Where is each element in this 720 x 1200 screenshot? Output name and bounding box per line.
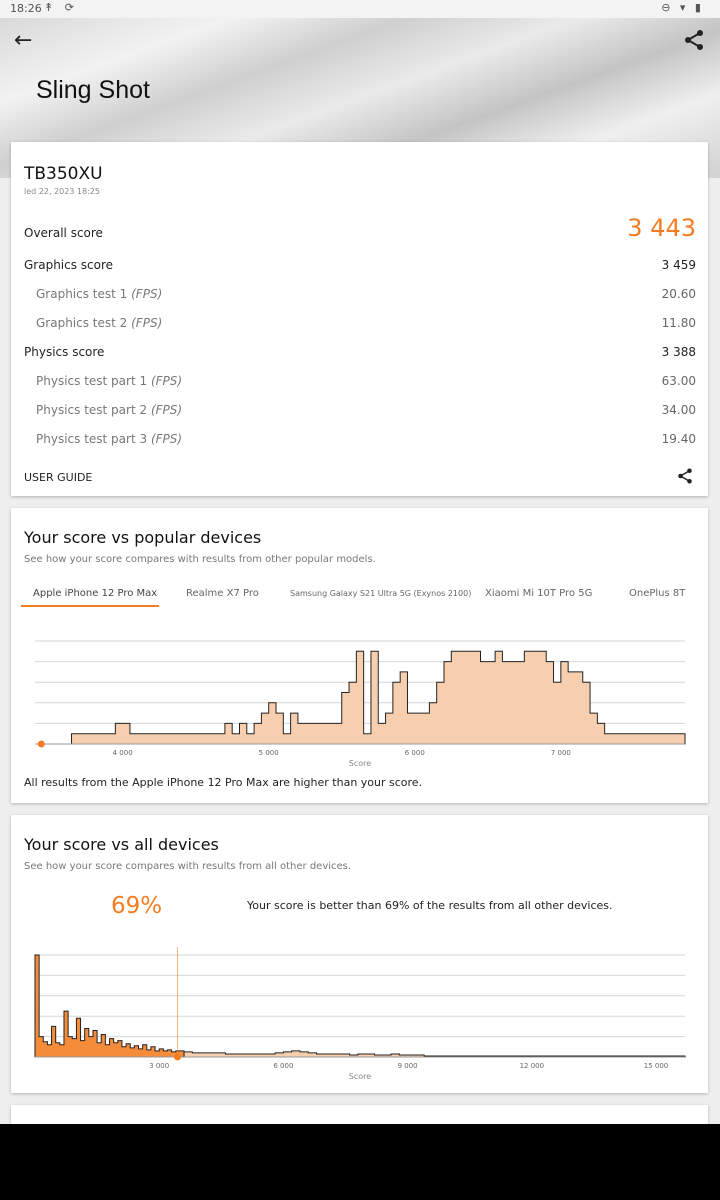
overall-score-row: Overall score 3 443: [24, 214, 696, 244]
x-tick-label: 3 000: [149, 1062, 169, 1070]
physics-test-3-label: Physics test part 3: [36, 432, 151, 446]
popular-devices-title: Your score vs popular devices: [24, 528, 262, 547]
graphics-test-2-value: 11.80: [661, 316, 696, 330]
tab-samsung-galaxy-s21-ultra[interactable]: Samsung Galaxy S21 Ultra 5G (Exynos 2100…: [290, 589, 472, 598]
physics-test-2-label: Physics test part 2: [36, 403, 151, 417]
x-tick-label: 5 000: [259, 749, 279, 757]
result-date: led 22, 2023 18:25: [24, 187, 100, 196]
all-devices-subtitle: See how your score compares with results…: [24, 861, 352, 872]
physics-test-3-row: Physics test part 3 (FPS) 19.40: [24, 432, 696, 450]
graphics-score-label: Graphics score: [24, 258, 114, 272]
x-tick-label: 12 000: [520, 1062, 545, 1070]
x-tick-label: 15 000: [644, 1062, 669, 1070]
physics-score-label: Physics score: [24, 345, 105, 359]
active-tab-indicator: [21, 605, 159, 607]
percentile-value: 69%: [111, 893, 163, 919]
physics-test-1-label: Physics test part 1: [36, 374, 151, 388]
result-card: TB350XU led 22, 2023 18:25 Overall score…: [11, 142, 708, 496]
arrow-left-icon[interactable]: ←: [14, 28, 33, 53]
overall-score-label: Overall score: [24, 226, 103, 240]
physics-test-2-unit: (FPS): [150, 403, 183, 417]
page-title: Sling Shot: [36, 76, 150, 104]
x-tick-label: 7 000: [551, 749, 571, 757]
status-system-icons: ⊖ ▾ ▮: [661, 1, 704, 14]
navigation-bar: [0, 1124, 720, 1200]
x-tick-label: 6 000: [273, 1062, 293, 1070]
overall-score-value: 3 443: [627, 214, 696, 242]
x-axis-label: Score: [349, 1072, 371, 1081]
graphics-test-1-unit: (FPS): [131, 287, 163, 301]
graphics-test-2-label: Graphics test 2: [36, 316, 132, 330]
x-tick-label: 6 000: [405, 749, 425, 757]
physics-test-1-unit: (FPS): [150, 374, 183, 388]
physics-test-3-unit: (FPS): [150, 432, 183, 446]
popular-devices-card: Your score vs popular devices See how yo…: [11, 508, 708, 803]
distribution-area: [71, 650, 686, 745]
status-bar: 18:26 ↟ ⟳ ⊖ ▾ ▮: [0, 0, 720, 18]
physics-test-2-value: 34.00: [661, 403, 696, 417]
status-time: 18:26: [10, 2, 42, 15]
share-icon[interactable]: [676, 467, 694, 485]
physics-score-row: Physics score 3 388: [24, 345, 696, 363]
all-devices-chart: 3 000 6 000 9 000 12 000 15 000 Score: [34, 947, 686, 1081]
tab-apple-iphone-12-pro-max[interactable]: Apple iPhone 12 Pro Max: [33, 588, 158, 599]
distribution-area-below: [34, 954, 185, 1058]
physics-score-value: 3 388: [661, 345, 696, 359]
x-tick-label: 4 000: [113, 749, 133, 757]
physics-test-3-value: 19.40: [661, 432, 696, 446]
x-axis-label: Score: [349, 759, 371, 768]
your-score-marker: [37, 740, 45, 748]
graphics-score-value: 3 459: [661, 258, 696, 272]
graphics-score-row: Graphics score 3 459: [24, 258, 696, 276]
tab-xiaomi-mi-10t-pro[interactable]: Xiaomi Mi 10T Pro 5G: [485, 588, 593, 599]
device-name: TB350XU: [24, 164, 103, 184]
popular-devices-chart: 4 000 5 000 6 000 7 000 Score: [35, 640, 686, 768]
tab-realme-x7-pro[interactable]: Realme X7 Pro: [186, 588, 259, 599]
x-tick-label: 9 000: [398, 1062, 418, 1070]
distribution-area-above: [183, 1050, 686, 1058]
graphics-test-2-unit: (FPS): [131, 316, 163, 330]
physics-test-1-value: 63.00: [661, 374, 696, 388]
graphics-test-1-row: Graphics test 1 (FPS) 20.60: [24, 287, 696, 305]
physics-test-2-row: Physics test part 2 (FPS) 34.00: [24, 403, 696, 421]
percentile-text: Your score is better than 69% of the res…: [247, 899, 613, 912]
status-notification-icons: ↟ ⟳: [44, 1, 78, 14]
popular-devices-subtitle: See how your score compares with results…: [24, 554, 376, 565]
your-score-marker: [174, 1053, 182, 1061]
all-devices-title: Your score vs all devices: [24, 835, 219, 854]
physics-test-1-row: Physics test part 1 (FPS) 63.00: [24, 374, 696, 392]
tab-oneplus-8t[interactable]: OnePlus 8T: [629, 588, 686, 599]
user-guide-link[interactable]: USER GUIDE: [24, 471, 93, 484]
graphics-test-1-value: 20.60: [661, 287, 696, 301]
all-devices-card: Your score vs all devices See how your s…: [11, 815, 708, 1093]
share-icon[interactable]: [682, 28, 706, 52]
popular-devices-footer: All results from the Apple iPhone 12 Pro…: [24, 776, 423, 789]
graphics-test-2-row: Graphics test 2 (FPS) 11.80: [24, 316, 696, 334]
device-tabs: Apple iPhone 12 Pro Max Realme X7 Pro Sa…: [23, 586, 698, 610]
graphics-test-1-label: Graphics test 1: [36, 287, 132, 301]
